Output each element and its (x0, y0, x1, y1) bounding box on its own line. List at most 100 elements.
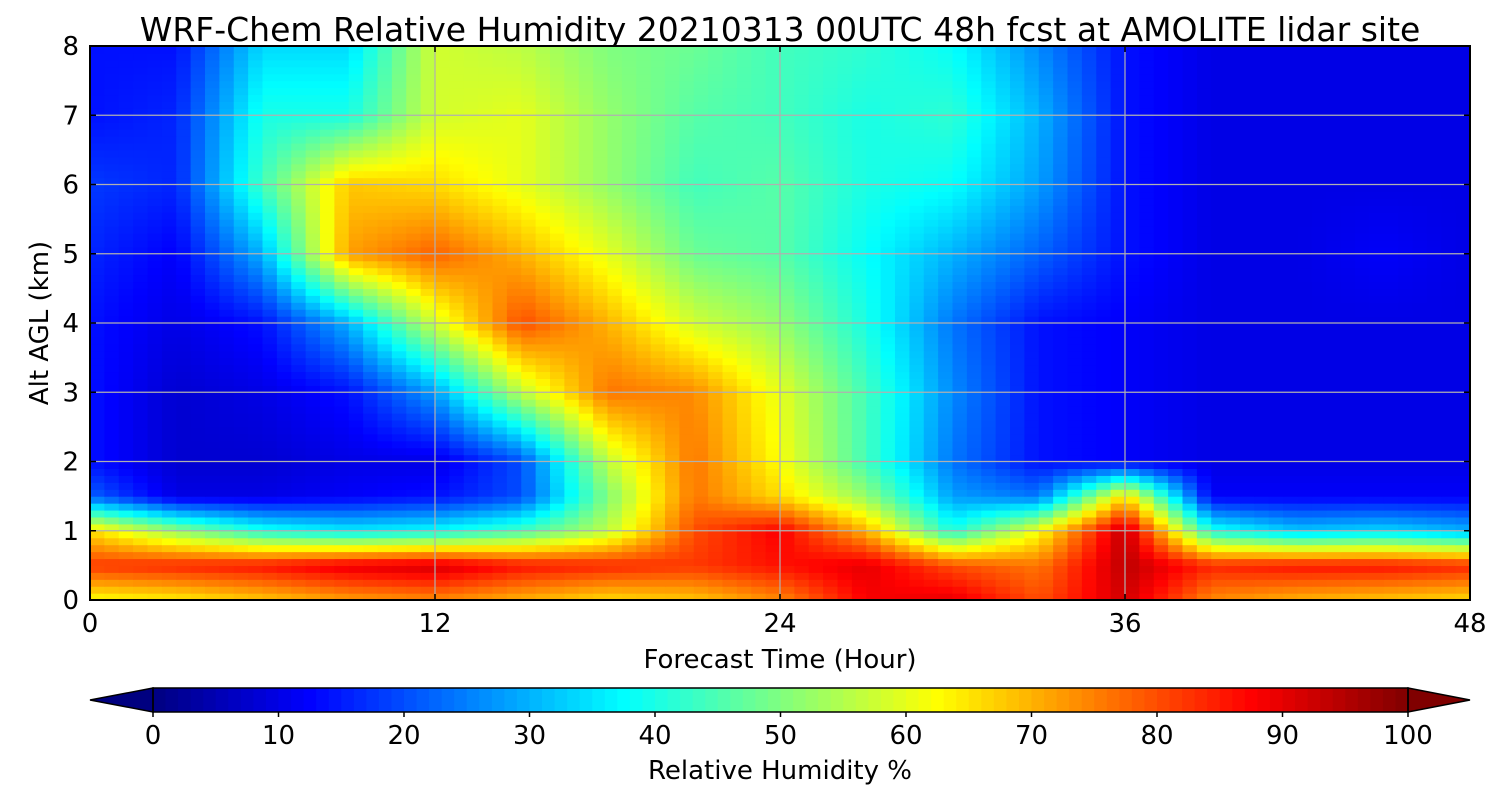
heatmap-cell (391, 246, 407, 255)
heatmap-cell (1254, 433, 1270, 442)
heatmap-cell (636, 295, 652, 303)
heatmap-cell (406, 489, 422, 497)
heatmap-cell (1369, 503, 1385, 511)
heatmap-cell (1096, 323, 1112, 331)
heatmap-cell (219, 378, 235, 386)
heatmap-cell (190, 572, 206, 580)
heatmap-cell (262, 288, 278, 296)
heatmap-cell (176, 246, 192, 255)
heatmap-cell (233, 537, 249, 546)
heatmap-cell (320, 246, 335, 255)
heatmap-cell (161, 406, 177, 414)
heatmap-cell (320, 413, 335, 421)
heatmap-cell (334, 357, 350, 366)
heatmap-cell (1096, 316, 1112, 324)
heatmap-cell (1211, 260, 1227, 269)
heatmap-cell (1369, 537, 1385, 546)
heatmap-cell (348, 530, 364, 539)
heatmap-cell (161, 329, 177, 338)
heatmap-cell (435, 371, 450, 379)
heatmap-cell (722, 343, 738, 352)
heatmap-cell (650, 503, 666, 511)
heatmap-cell (420, 509, 436, 518)
heatmap-cell (780, 316, 795, 324)
heatmap-cell (722, 489, 738, 497)
heatmap-cell (1455, 385, 1470, 393)
heatmap-cell (578, 509, 594, 518)
heatmap-cell (248, 288, 264, 296)
heatmap-cell (219, 454, 235, 463)
heatmap-cell (1168, 239, 1184, 248)
heatmap-cell (909, 267, 925, 276)
heatmap-cell (1311, 336, 1327, 345)
heatmap-cell (492, 558, 508, 566)
heatmap-cell (1139, 468, 1155, 476)
heatmap-cell (1268, 246, 1284, 255)
heatmap-cell (765, 579, 781, 587)
heatmap-cell (564, 440, 580, 449)
heatmap-cell (492, 454, 508, 463)
heatmap-cell (521, 565, 537, 573)
heatmap-cell (607, 378, 623, 386)
heatmap-cell (866, 288, 882, 296)
heatmap-cell (866, 357, 882, 366)
heatmap-cell (1168, 447, 1184, 456)
heatmap-cell (262, 323, 278, 331)
heatmap-cell (348, 295, 364, 303)
heatmap-cell (147, 371, 163, 379)
heatmap-cell (1010, 302, 1025, 310)
heatmap-cell (1081, 399, 1097, 407)
heatmap-cell (1081, 295, 1097, 303)
heatmap-cell (995, 239, 1011, 248)
heatmap-cell (578, 274, 594, 283)
heatmap-cell (161, 454, 177, 463)
heatmap-cell (1455, 302, 1470, 310)
heatmap-cell (1455, 399, 1470, 407)
heatmap-cell (104, 482, 120, 490)
heatmap-cell (406, 336, 422, 345)
heatmap-cell (276, 364, 292, 373)
heatmap-cell (550, 565, 565, 573)
heatmap-cell (1153, 489, 1169, 497)
heatmap-cell (1240, 392, 1255, 400)
heatmap-cell (1455, 281, 1470, 289)
heatmap-cell (1383, 565, 1399, 573)
heatmap-cell (205, 385, 220, 393)
heatmap-cell (794, 309, 810, 317)
heatmap-cell (909, 516, 925, 525)
heatmap-cell (665, 239, 680, 248)
heatmap-cell (233, 281, 249, 289)
heatmap-cell (895, 309, 910, 317)
heatmap-cell (895, 253, 910, 262)
heatmap-cell (1383, 482, 1399, 490)
heatmap-cell (1283, 440, 1299, 449)
heatmap-cell (1369, 489, 1385, 497)
heatmap-cell (1398, 461, 1414, 470)
heatmap-cell (521, 413, 537, 421)
heatmap-cell (420, 316, 436, 324)
heatmap-cell (1211, 413, 1227, 421)
heatmap-cell (722, 392, 738, 400)
heatmap-cell (823, 489, 839, 497)
heatmap-cell (305, 565, 321, 573)
heatmap-cell (966, 489, 982, 497)
heatmap-cell (578, 385, 594, 393)
heatmap-cell (578, 530, 594, 539)
heatmap-cell (104, 516, 120, 525)
heatmap-cell (1240, 295, 1255, 303)
heatmap-cell (1398, 281, 1414, 289)
heatmap-cell (722, 302, 738, 310)
heatmap-cell (808, 593, 824, 600)
heatmap-cell (1225, 336, 1241, 345)
heatmap-cell (334, 440, 350, 449)
heatmap-cell (966, 274, 982, 283)
heatmap-cell (1038, 281, 1054, 289)
heatmap-cell (995, 530, 1011, 539)
heatmap-cell (176, 565, 192, 573)
heatmap-cell (823, 447, 839, 456)
heatmap-cell (808, 288, 824, 296)
heatmap-cell (1125, 523, 1140, 532)
heatmap-cell (492, 537, 508, 546)
heatmap-cell (1283, 509, 1299, 518)
heatmap-cell (966, 433, 982, 442)
